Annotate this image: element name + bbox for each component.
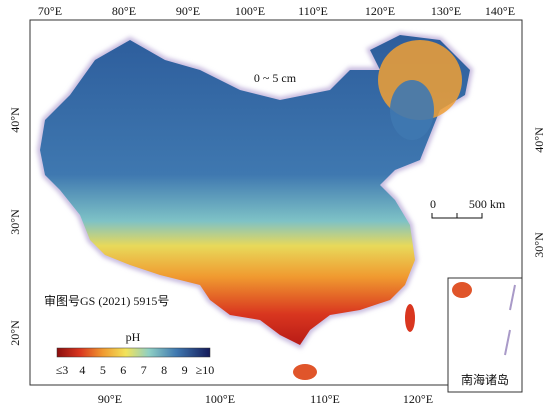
depth-label: 0 ~ 5 cm xyxy=(254,71,297,85)
china-map xyxy=(36,31,474,380)
top-lon-label: 100°E xyxy=(235,4,265,18)
left-lat-label: 40°N xyxy=(8,107,22,133)
scale-bar: 0 500 km xyxy=(430,197,506,219)
legend-tick-label: ≥10 xyxy=(196,363,215,377)
approval-number: 审图号GS (2021) 5915号 xyxy=(44,293,169,308)
inset-label: 南海诸岛 xyxy=(461,372,509,387)
scale-zero: 0 xyxy=(430,197,436,211)
legend: pH xyxy=(56,330,211,358)
legend-tick-label: 8 xyxy=(161,363,167,377)
inset: 南海诸岛 xyxy=(447,277,523,393)
top-lon-label: 130°E xyxy=(431,4,461,18)
bottom-lon-label: 110°E xyxy=(310,392,340,406)
bottom-lon-label: 90°E xyxy=(98,392,122,406)
bottom-lon-label: 100°E xyxy=(205,392,235,406)
legend-title: pH xyxy=(126,330,141,344)
top-lon-label: 120°E xyxy=(365,4,395,18)
right-lat-label: 40°N xyxy=(532,127,546,153)
top-lon-label: 90°E xyxy=(176,4,200,18)
top-lon-label: 80°E xyxy=(112,4,136,18)
left-lat-label: 20°N xyxy=(8,320,22,346)
legend-tick-label: 6 xyxy=(120,363,126,377)
legend-tick-label: ≤3 xyxy=(56,363,69,377)
legend-tick-label: 4 xyxy=(79,363,85,377)
scale-length: 500 km xyxy=(469,197,506,211)
legend-tick-label: 9 xyxy=(182,363,188,377)
legend-tick-label: 5 xyxy=(100,363,106,377)
legend-tick-label: 7 xyxy=(141,363,147,377)
right-lat-label: 30°N xyxy=(532,232,546,258)
bottom-lon-label: 120°E xyxy=(403,392,433,406)
left-lat-label: 30°N xyxy=(8,209,22,235)
top-lon-label: 70°E xyxy=(38,4,62,18)
top-lon-label: 140°E xyxy=(485,4,515,18)
top-lon-label: 110°E xyxy=(298,4,328,18)
